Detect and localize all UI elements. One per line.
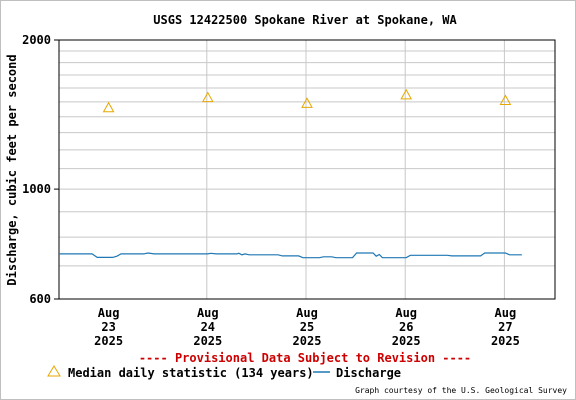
series xyxy=(59,88,522,259)
median-marker xyxy=(499,94,512,105)
legend-median-marker xyxy=(47,365,61,377)
credit-text: Graph courtesy of the U.S. Geological Su… xyxy=(355,386,567,395)
x-tick-label: Aug 26 2025 xyxy=(392,306,421,348)
y-tick-label: 600 xyxy=(29,292,51,306)
plot-area xyxy=(58,39,556,300)
chart-title: USGS 12422500 Spokane River at Spokane, … xyxy=(153,13,457,27)
y-axis-ticks: 600 1000 2000 xyxy=(22,33,59,306)
x-axis-ticks: Aug 23 2025 Aug 24 2025 Aug 25 2025 Aug 26 2025 Aug 2… xyxy=(94,306,520,348)
legend: Median daily statistic (134 years) Disch… xyxy=(47,365,401,380)
legend-discharge-label: Discharge xyxy=(336,366,401,380)
grid xyxy=(59,40,555,299)
y-tick-label: 2000 xyxy=(22,33,51,47)
x-tick-label: Aug 24 2025 xyxy=(193,306,222,348)
x-tick-label: Aug 25 2025 xyxy=(293,306,322,348)
y-axis-label: Discharge, cubic feet per second xyxy=(5,54,19,285)
median-marker xyxy=(301,97,313,108)
x-tick-label: Aug 27 2025 xyxy=(491,306,520,348)
discharge-line xyxy=(59,252,522,259)
x-tick-label: Aug 23 2025 xyxy=(94,306,123,348)
legend-median-label: Median daily statistic (134 years) xyxy=(68,366,314,380)
y-tick-label: 1000 xyxy=(22,182,51,196)
median-marker xyxy=(400,88,413,100)
median-marker xyxy=(102,101,115,113)
provisional-notice: ---- Provisional Data Subject to Revisio… xyxy=(139,351,471,365)
median-marker xyxy=(201,91,214,103)
